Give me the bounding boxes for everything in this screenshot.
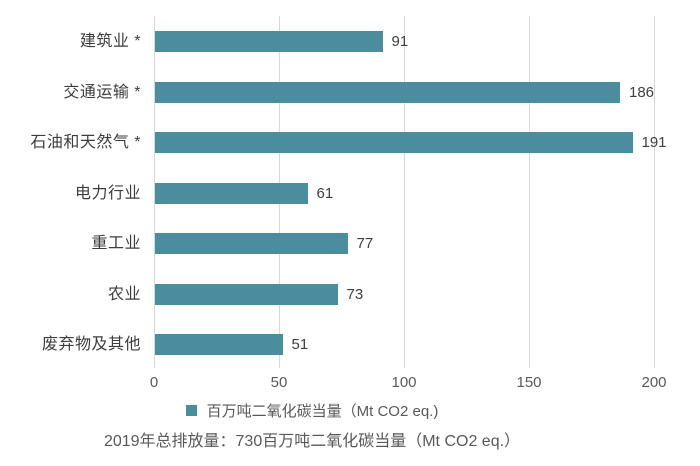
gridline — [154, 16, 155, 368]
category-label: 废弃物及其他 — [41, 336, 141, 353]
bar — [155, 283, 338, 305]
legend: 百万吨二氧化碳当量（Mt CO2 eq.) — [0, 400, 624, 420]
category-label: 电力行业 — [74, 184, 141, 202]
gridline — [404, 16, 405, 368]
bar — [155, 31, 383, 52]
value-label: 77 — [356, 235, 374, 252]
value-label: 91 — [391, 33, 409, 50]
chart-caption: 2019年总排放量：730百万吨二氧化碳当量（Mt CO2 eq.） — [103, 433, 521, 450]
bar-row: 石油和天然气 * 191 — [0, 132, 700, 153]
x-tick-label: 200 — [641, 374, 667, 391]
category-label: 石油和天然气 * — [30, 134, 141, 151]
x-tick-label: 0 — [149, 374, 159, 391]
bar — [155, 233, 348, 254]
category-label: 交通运输 * — [63, 83, 141, 101]
bar — [155, 334, 283, 355]
bar — [155, 81, 620, 103]
bar — [155, 182, 308, 204]
value-label: 51 — [291, 336, 309, 353]
value-label: 73 — [346, 285, 364, 303]
category-label: 农业 — [107, 285, 141, 303]
value-label: 186 — [629, 83, 655, 101]
bar-row: 建筑业 * 91 — [0, 31, 700, 52]
bar-row: 电力行业 61 — [0, 182, 700, 204]
legend-label: 百万吨二氧化碳当量（Mt CO2 eq.) — [206, 402, 439, 420]
value-label: 191 — [641, 134, 667, 151]
category-label: 建筑业 * — [79, 33, 141, 50]
x-tick-label: 50 — [270, 374, 288, 391]
gridline — [529, 16, 530, 368]
bar — [155, 132, 633, 153]
value-label: 61 — [316, 184, 334, 202]
gridline — [654, 16, 655, 368]
legend-swatch-icon — [185, 404, 197, 416]
bar-row: 交通运输 * 186 — [0, 81, 700, 103]
x-axis: 0 50 100 150 200 — [0, 374, 700, 392]
category-label: 重工业 — [91, 235, 141, 252]
bar-row: 废弃物及其他 51 — [0, 334, 700, 355]
bar-row: 重工业 77 — [0, 233, 700, 254]
bar-row: 农业 73 — [0, 283, 700, 305]
x-tick-label: 100 — [391, 374, 417, 391]
x-tick-label: 150 — [516, 374, 542, 391]
